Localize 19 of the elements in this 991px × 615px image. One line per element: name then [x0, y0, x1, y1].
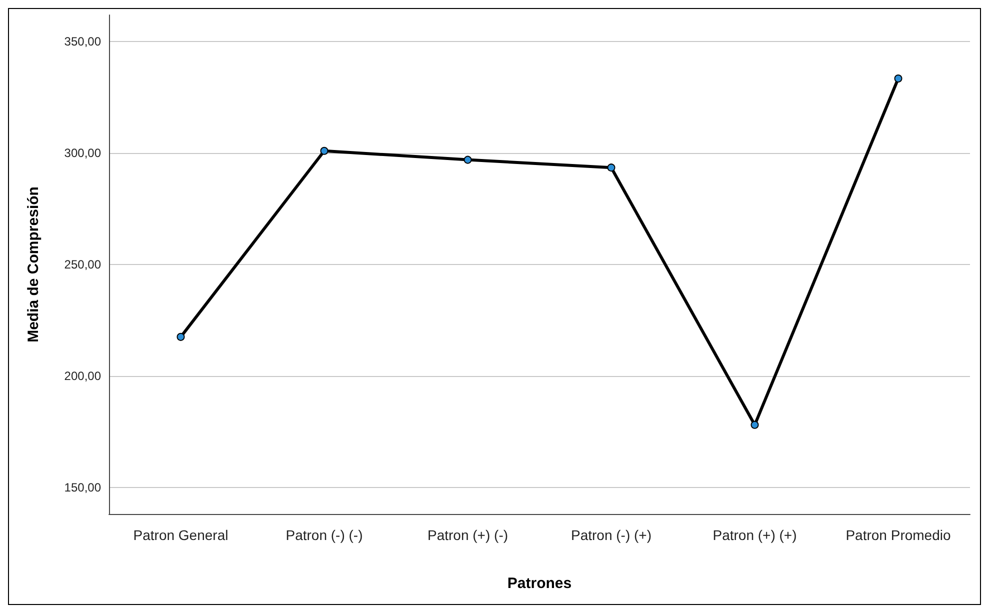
x-tick-label: Patron (-) (+): [570, 527, 652, 543]
point: [894, 74, 902, 82]
x-tick-label: Patron (+) (-): [427, 527, 508, 543]
x-tick-label: Patron General: [133, 527, 228, 543]
point: [176, 332, 185, 341]
x-tick-label: Patron Promedio: [846, 527, 951, 543]
y-tick-label: 150,00: [64, 480, 102, 494]
point: [607, 164, 616, 172]
y-tick-label: 350,00: [64, 34, 102, 49]
x-axis-title: Patrones: [507, 575, 572, 592]
y-axis-title: Media de Compresión: [25, 186, 42, 342]
point: [464, 156, 472, 164]
point: [750, 420, 759, 429]
x-tick-label: Patron (-) (-): [286, 527, 363, 543]
y-tick-label: 300,00: [64, 146, 102, 160]
y-tick-label: 250,00: [64, 258, 102, 272]
point: [320, 146, 328, 155]
x-tick-label: Patron (+) (+): [712, 527, 797, 543]
y-tick-label: 200,00: [64, 368, 102, 383]
